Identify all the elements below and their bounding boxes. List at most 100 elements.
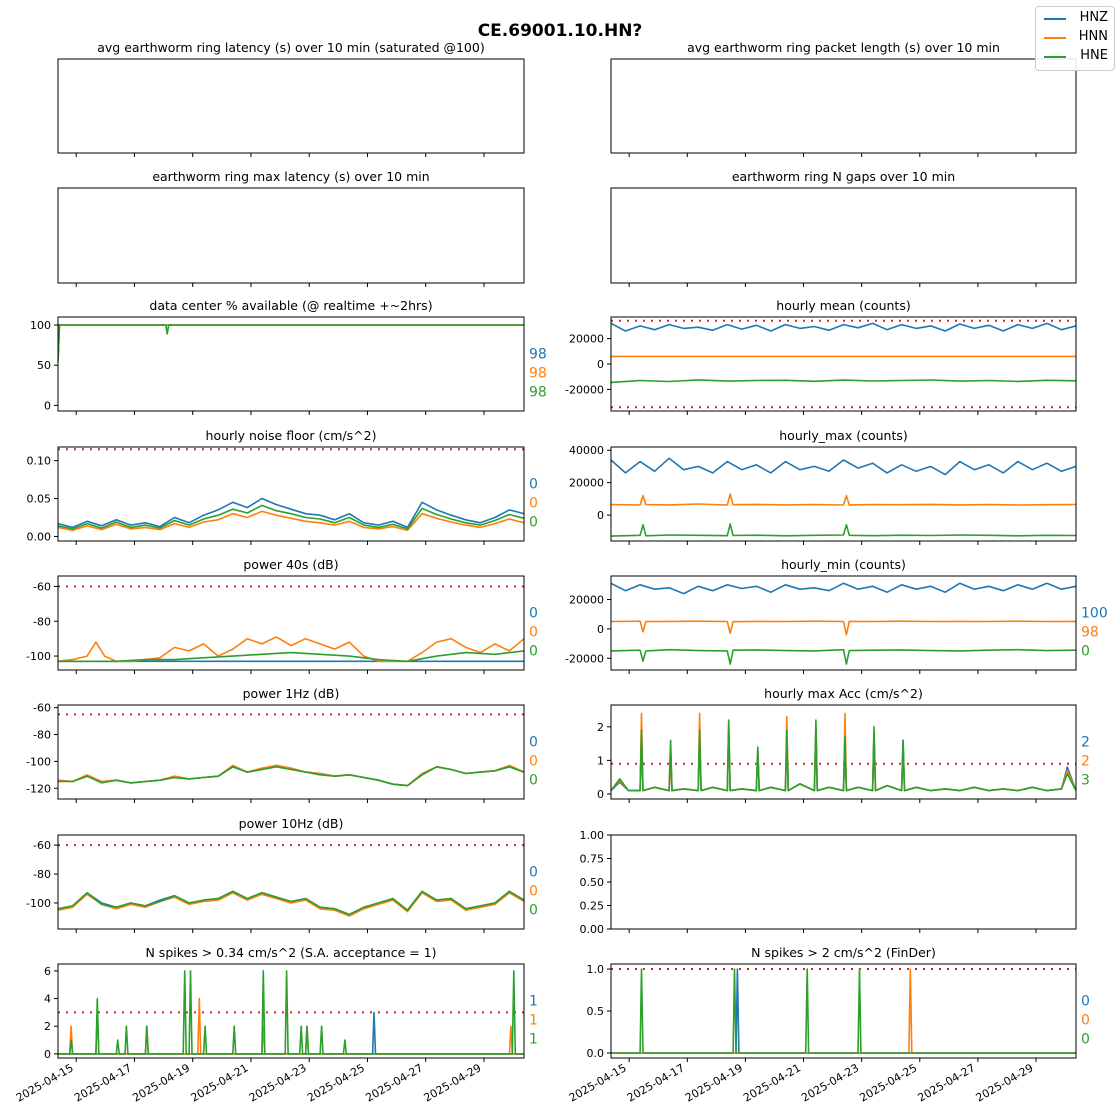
y-tick-label: 40000 [569, 444, 604, 457]
plot-frame [57, 704, 525, 800]
x-tick-label: 2025-04-21 [741, 1061, 803, 1104]
plot-frame [610, 187, 1077, 284]
y-tick-label: 20000 [569, 477, 604, 490]
series-line-hnz [611, 968, 1076, 1054]
side-value-hne: 0 [529, 772, 538, 788]
side-value-hne: 0 [529, 643, 538, 659]
series-line-hnn [611, 493, 1076, 506]
side-value-hnz: 98 [529, 346, 547, 362]
subplot-hmax: hourly_max (counts) 0 20000 40000 [569, 428, 1077, 545]
plot-frame [57, 58, 525, 154]
y-tick-label: 0.50 [580, 876, 605, 889]
x-tick-label: 2025-04-15 [567, 1061, 629, 1104]
y-tick-label: 0 [597, 358, 604, 371]
y-tick-label: -100 [26, 650, 51, 663]
legend-line-hnz [1044, 18, 1066, 20]
plot-frame [610, 704, 1077, 800]
plot-area [58, 970, 524, 1055]
plot-frame [610, 316, 1077, 412]
side-value-hnz: 2 [1081, 734, 1090, 750]
series-line-hne [58, 650, 524, 663]
legend: HNZ HNN HNE [1035, 6, 1115, 71]
subplot-plen: avg earthworm ring packet length (s) ove… [610, 40, 1077, 157]
side-value-hne: 0 [1081, 643, 1090, 659]
y-tick-label: 100 [30, 319, 51, 332]
y-tick-label: -60 [33, 580, 51, 593]
subplot-title: hourly max Acc (cm/s^2) [764, 686, 923, 701]
y-tick-label: 50 [37, 359, 51, 372]
x-tick-label: 2025-04-29 [974, 1061, 1036, 1104]
y-tick-label: 1 [597, 754, 604, 767]
y-tick-label: 2 [597, 721, 604, 734]
plot-frame [610, 446, 1077, 542]
series-line-hne [58, 504, 524, 530]
subplot-mean: hourly mean (counts) -20000 0 20000 [565, 298, 1077, 415]
plot-frame [610, 963, 1077, 1059]
plot-frame [610, 575, 1077, 671]
legend-label-hnz: HNZ [1079, 10, 1108, 25]
y-tick-label: -80 [33, 729, 51, 742]
subplot-title: earthworm ring max latency (s) over 10 m… [152, 169, 429, 184]
subplot-noise: hourly noise floor (cm/s^2) 0.00 0.05 0.10 0… [27, 428, 538, 545]
y-tick-label: 0.05 [27, 493, 52, 506]
series-line-hne [58, 890, 524, 916]
series-line-hne [611, 719, 1076, 792]
series-line-hnn [611, 968, 1076, 1054]
subplot-title: N spikes > 2 cm/s^2 (FinDer) [751, 945, 936, 960]
side-value-hnn: 98 [1081, 624, 1099, 640]
plot-frame [57, 316, 525, 412]
side-value-hne: 0 [1081, 1031, 1090, 1047]
x-tick-label: 2025-04-23 [799, 1061, 861, 1104]
plot-frame [57, 575, 525, 671]
plot-frame [57, 187, 525, 284]
side-value-hnn: 0 [529, 624, 538, 640]
series-line-hnn [58, 510, 524, 532]
series-line-hne [58, 970, 524, 1055]
series-line-hnn [58, 636, 524, 663]
subplot-title: hourly_max (counts) [779, 428, 908, 443]
y-tick-label: -120 [26, 782, 51, 795]
y-tick-label: 0.5 [587, 1005, 605, 1018]
series-line-hne [611, 523, 1076, 537]
subplot-p1hz: power 1Hz (dB) -120 -100 -80 -60 0 0 0 [26, 686, 538, 803]
side-value-hnn: 2 [1081, 753, 1090, 769]
subplot-maxlat: earthworm ring max latency (s) over 10 m… [57, 169, 525, 287]
legend-label-hnn: HNN [1078, 29, 1108, 44]
y-tick-label: -60 [33, 702, 51, 715]
y-tick-label: -80 [33, 615, 51, 628]
y-tick-label: -100 [26, 755, 51, 768]
subplot-title: hourly noise floor (cm/s^2) [206, 428, 377, 443]
legend-label-hne: HNE [1080, 48, 1108, 63]
side-value-hnn: 0 [529, 495, 538, 511]
plot-frame [57, 446, 525, 542]
subplot-title: earthworm ring N gaps over 10 min [732, 169, 955, 184]
side-value-hne: 0 [529, 514, 538, 530]
side-value-hnz: 100 [1081, 605, 1108, 621]
x-tick-label: 2025-04-29 [422, 1061, 484, 1104]
side-value-hnz: 0 [1081, 993, 1090, 1009]
plot-frame [610, 834, 1077, 930]
x-tick-label: 2025-04-27 [363, 1061, 425, 1104]
side-value-hne: 3 [1081, 772, 1090, 788]
subplot-title: N spikes > 0.34 cm/s^2 (S.A. acceptance … [145, 945, 436, 960]
x-tick-label: 2025-04-17 [625, 1061, 687, 1104]
y-tick-label: 20000 [569, 333, 604, 346]
subplot-hmin: hourly_min (counts) -20000 0 20000 100 98 0 [565, 557, 1108, 674]
side-value-hnn: 0 [529, 753, 538, 769]
y-tick-label: 0 [44, 399, 51, 412]
y-tick-label: 0.10 [27, 455, 52, 468]
plot-area [58, 324, 524, 362]
plot-area [611, 968, 1076, 1054]
y-tick-label: 0.00 [27, 530, 52, 543]
plot-frame [610, 58, 1077, 154]
plot-area [58, 713, 524, 787]
y-tick-label: -100 [26, 897, 51, 910]
y-tick-label: 2 [44, 1020, 51, 1033]
plot-area [58, 844, 524, 917]
side-value-hne: 1 [529, 1031, 538, 1047]
side-value-hnn: 1 [529, 1012, 538, 1028]
side-value-hne: 0 [529, 902, 538, 918]
plot-frame [57, 834, 525, 930]
x-tick-label: 2025-04-27 [916, 1061, 978, 1104]
series-line-hnn [58, 324, 524, 362]
